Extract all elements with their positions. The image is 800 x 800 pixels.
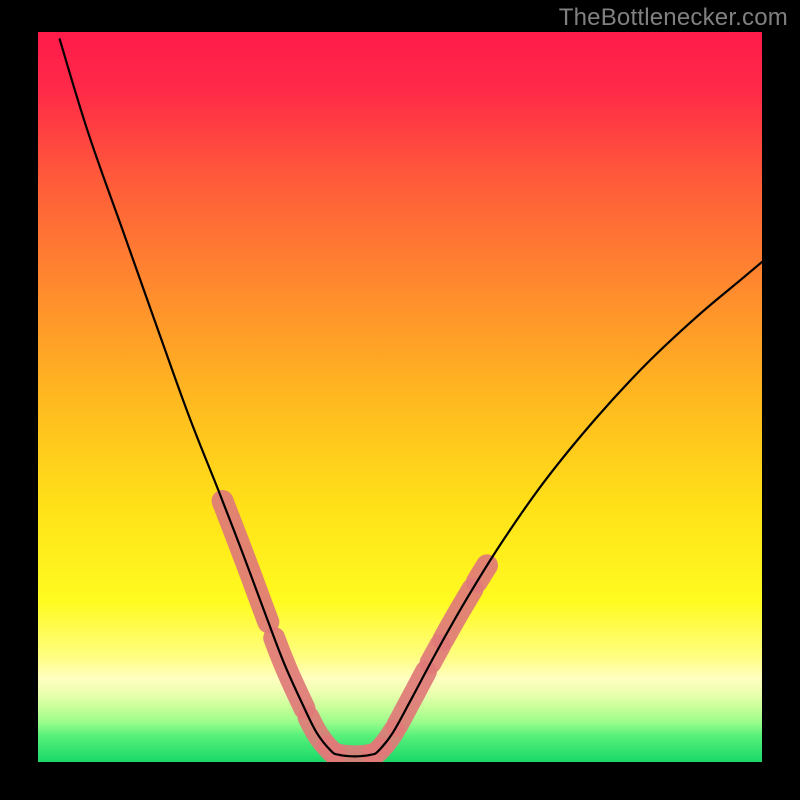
- data-band: [223, 501, 487, 756]
- bottleneck-curve: [60, 39, 762, 756]
- stage: TheBottlenecker.com: [0, 0, 800, 800]
- plot-area: [38, 32, 762, 762]
- watermark-text: TheBottlenecker.com: [559, 4, 788, 32]
- chart-svg: [38, 32, 762, 762]
